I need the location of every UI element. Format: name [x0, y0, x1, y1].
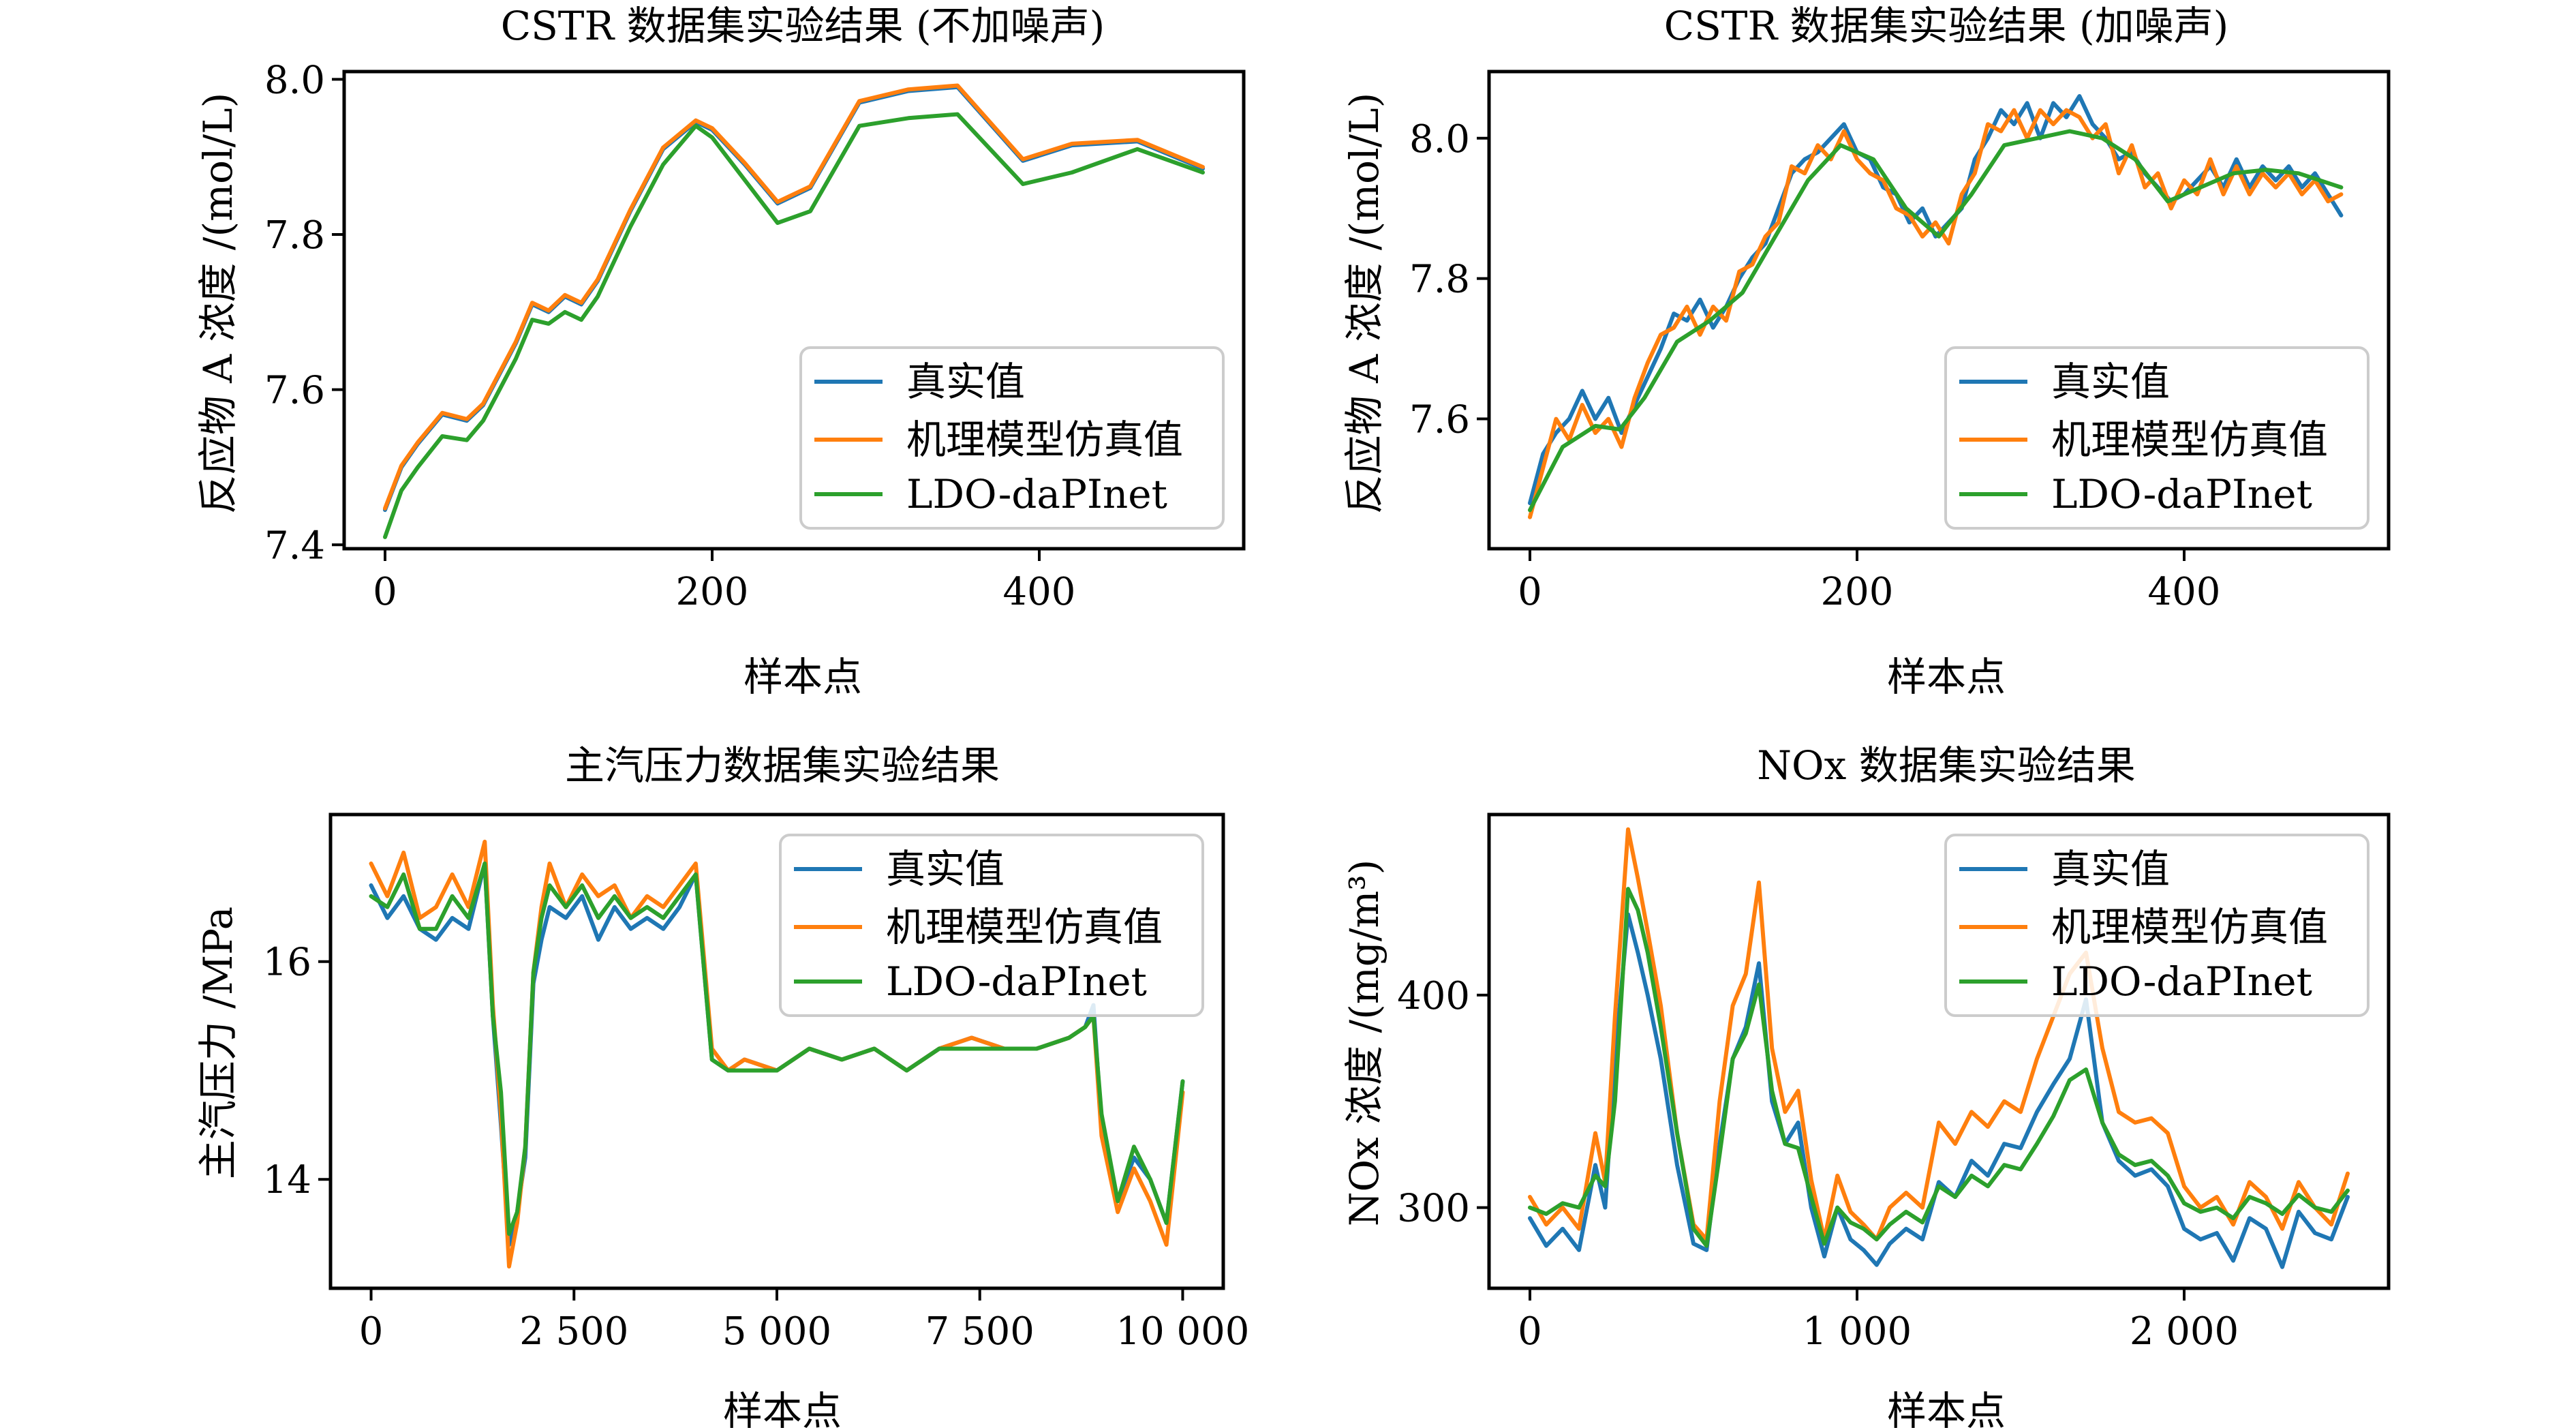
series-line	[383, 112, 1205, 539]
chart-title: CSTR 数据集实验结果 (加噪声)	[1664, 3, 2229, 49]
y-tick-label: 7.8	[264, 213, 325, 258]
y-tick-label: 7.8	[1409, 258, 1470, 302]
legend: 真实值 机理模型仿真值 LDO-daPInet	[779, 834, 1204, 1017]
y-axis-label: 反应物 A 浓度 /(mol/L)	[1341, 93, 1387, 515]
series-group	[383, 83, 1205, 539]
x-tick-label: 0	[1518, 570, 1542, 614]
x-tick-label: 7 500	[925, 1309, 1034, 1354]
legend-label: 真实值	[886, 846, 1005, 892]
x-tick-label: 0	[373, 570, 397, 614]
legend-label: 机理模型仿真值	[2051, 416, 2328, 463]
legend-label: LDO-daPInet	[886, 958, 1147, 1005]
chart-title: NOx 数据集实验结果	[1757, 742, 2135, 789]
chart-panel-2: CSTR 数据集实验结果 (加噪声) 样本点 反应物 A 浓度 /(mol/L)…	[1341, 3, 2391, 700]
chart-panel-4: NOx 数据集实验结果 样本点 NOx 浓度 /(mg/m³) 0 1 000 2 …	[1341, 742, 2391, 1428]
legend-label: LDO-daPInet	[906, 471, 1167, 517]
y-tick-label: 16	[263, 941, 311, 985]
series-line	[1528, 887, 2350, 1248]
y-axis-label: 反应物 A 浓度 /(mol/L)	[195, 93, 241, 515]
series-line	[1528, 129, 2344, 513]
series-group	[1528, 94, 2344, 519]
series-group	[1528, 827, 2350, 1269]
y-tick-label: 7.4	[264, 523, 325, 568]
chart-panel-3: 主汽压力数据集实验结果 样本点 主汽压力 /MPa 0 2 500 5 000 7 5…	[195, 742, 1249, 1428]
series-line	[383, 83, 1205, 511]
legend-box	[799, 346, 1225, 530]
x-tick-label: 400	[1003, 570, 1076, 614]
x-tick-label: 2 500	[519, 1309, 628, 1354]
legend: 真实值 机理模型仿真值 LDO-daPInet	[1944, 834, 2370, 1017]
series-line	[1528, 108, 2344, 519]
y-tick-label: 8.0	[264, 58, 325, 102]
y-axis-label: NOx 浓度 /(mg/m³)	[1341, 860, 1387, 1227]
legend-box	[1944, 834, 2370, 1017]
y-tick-label: 300	[1397, 1187, 1470, 1231]
y-axis-label: 主汽压力 /MPa	[195, 907, 241, 1179]
y-tick-label: 7.6	[264, 369, 325, 413]
x-tick-label: 1 000	[1803, 1309, 1912, 1354]
series-line	[1528, 912, 2350, 1269]
legend-label: 机理模型仿真值	[906, 416, 1183, 463]
y-tick-label: 14	[263, 1158, 311, 1202]
y-tick-label: 7.6	[1409, 398, 1470, 442]
series-group	[369, 839, 1185, 1269]
y-tick-label: 400	[1397, 974, 1470, 1018]
legend-box	[1944, 346, 2370, 530]
x-tick-label: 2 000	[2130, 1309, 2239, 1354]
x-axis-label: 样本点	[723, 1388, 842, 1428]
chart-title: CSTR 数据集实验结果 (不加噪声)	[501, 3, 1105, 49]
x-axis-label: 样本点	[743, 654, 862, 700]
plot-frame	[1487, 70, 2391, 551]
x-axis-label: 样本点	[1887, 1388, 2006, 1428]
chart-panel-1: CSTR 数据集实验结果 (不加噪声) 样本点 反应物 A 浓度 /(mol/L…	[195, 3, 1246, 700]
legend-label: 机理模型仿真值	[2051, 904, 2328, 950]
series-line	[369, 861, 1185, 1236]
legend-label: 真实值	[2051, 359, 2170, 405]
legend-label: LDO-daPInet	[2051, 471, 2312, 517]
x-tick-label: 5 000	[722, 1309, 831, 1354]
x-tick-label: 200	[1821, 570, 1894, 614]
legend-label: LDO-daPInet	[2051, 958, 2312, 1005]
chart-title: 主汽压力数据集实验结果	[565, 742, 1000, 789]
legend-label: 机理模型仿真值	[886, 904, 1163, 950]
legend: 真实值 机理模型仿真值 LDO-daPInet	[799, 346, 1225, 530]
x-tick-label: 10 000	[1116, 1309, 1249, 1354]
legend-label: 真实值	[2051, 846, 2170, 892]
x-tick-label: 0	[359, 1309, 384, 1354]
y-tick-label: 8.0	[1409, 117, 1470, 162]
plot-frame	[1487, 812, 2391, 1290]
x-tick-label: 400	[2148, 570, 2221, 614]
x-tick-label: 200	[676, 570, 749, 614]
legend: 真实值 机理模型仿真值 LDO-daPInet	[1944, 346, 2370, 530]
plot-frame	[342, 70, 1246, 551]
legend-label: 真实值	[906, 359, 1025, 405]
x-tick-label: 0	[1518, 1309, 1542, 1354]
x-axis-label: 样本点	[1887, 654, 2006, 700]
legend-box	[779, 834, 1204, 1017]
series-line	[1528, 827, 2350, 1242]
